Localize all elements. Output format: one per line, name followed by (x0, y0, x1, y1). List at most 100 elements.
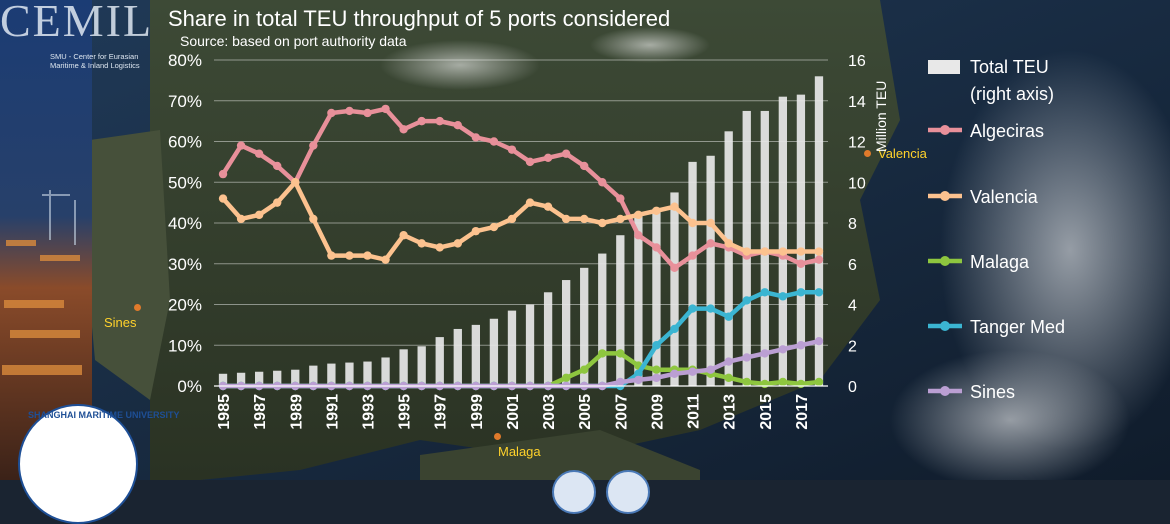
point-malaga (652, 365, 661, 374)
bar-total-teu (706, 155, 715, 386)
bar-total-teu (525, 304, 535, 386)
point-valencia (435, 243, 444, 252)
y-left-tick-label: 0% (177, 377, 202, 396)
y-left-tick-label: 20% (168, 296, 202, 315)
point-valencia (670, 202, 679, 211)
map-label-valencia: Valencia (878, 146, 927, 161)
bar-total-teu (688, 161, 697, 386)
point-valencia (724, 239, 733, 248)
legend-marker-sines (940, 386, 950, 396)
x-tick-label: 2007 (613, 394, 630, 430)
cemil-logo: CEMIL SMU - Center for Eurasian Maritime… (0, 0, 151, 78)
bar-total-teu (417, 346, 426, 386)
logo-tagline-1: SMU - Center for Eurasian (50, 52, 139, 61)
point-algeciras (543, 153, 553, 162)
point-sines (814, 336, 824, 346)
point-algeciras (417, 116, 426, 126)
y-left-tick-label: 60% (168, 133, 202, 152)
x-tick-label: 1991 (324, 394, 341, 430)
point-sines (652, 373, 661, 383)
x-tick-label: 2001 (505, 394, 522, 430)
chart-svg: 0% 10% 20% 30% 40% 50% 60% 70% 80% 0 2 4 6 8 10 12 14 16 M… (168, 51, 1065, 430)
point-algeciras (525, 157, 535, 167)
point-malaga (561, 373, 571, 383)
point-algeciras (616, 194, 625, 203)
bar-total-teu (796, 94, 806, 386)
bar-total-teu (543, 292, 553, 386)
y-left-tick-label: 30% (168, 255, 202, 274)
point-valencia (236, 214, 246, 224)
bar-total-teu (399, 349, 408, 386)
x-tick-label: 2009 (649, 394, 666, 430)
point-malaga (760, 379, 769, 389)
bar-total-teu (381, 357, 390, 386)
x-tick-label: 1999 (469, 394, 486, 430)
point-algeciras (814, 255, 824, 264)
point-malaga (796, 379, 806, 389)
point-algeciras (345, 106, 354, 116)
malaga-map-dot (494, 433, 501, 440)
point-malaga (598, 349, 607, 358)
y-right-tick-label: 14 (848, 94, 866, 111)
point-tanger-med (814, 288, 824, 297)
point-sines (688, 367, 697, 376)
y-right-tick-label: 6 (848, 257, 857, 274)
point-valencia (688, 218, 697, 228)
x-tick-label: 1993 (361, 394, 378, 430)
legend-label-malaga: Malaga (970, 252, 1030, 272)
bar-total-teu (236, 372, 246, 386)
point-valencia (291, 178, 300, 187)
bar-total-teu (363, 361, 372, 386)
legend-marker-algeciras (940, 125, 950, 135)
y-left-tick-label: 10% (168, 336, 202, 355)
point-algeciras (363, 108, 372, 118)
point-tanger-med (706, 304, 715, 313)
point-tanger-med (796, 288, 806, 297)
point-sines (706, 365, 715, 374)
map-label-malaga: Malaga (498, 444, 541, 459)
university-name: SHANGHAI MARITIME UNIVERSITY (28, 410, 180, 420)
point-algeciras (489, 137, 499, 146)
point-valencia (760, 247, 769, 256)
point-malaga (742, 377, 751, 387)
bar-total-teu (453, 328, 462, 386)
legend-label-algeciras: Algeciras (970, 121, 1044, 141)
map-label-sines: Sines (104, 315, 137, 330)
bar-total-teu (507, 310, 517, 386)
point-algeciras (381, 104, 390, 114)
point-algeciras (236, 141, 246, 150)
point-tanger-med (742, 296, 751, 305)
point-tanger-med (760, 288, 769, 297)
x-tick-label: 1989 (288, 394, 305, 430)
sines-map-dot (134, 304, 141, 311)
x-tick-label: 2013 (722, 394, 739, 430)
y-left-tick-label: 70% (168, 92, 202, 111)
point-valencia (471, 226, 481, 236)
point-sines (742, 353, 751, 362)
x-tick-label: 2017 (794, 394, 811, 430)
x-tick-label: 2011 (686, 394, 703, 429)
point-algeciras (218, 169, 228, 179)
point-algeciras (634, 231, 643, 240)
bar-total-teu (598, 253, 607, 386)
bar-total-teu (291, 369, 300, 386)
bar-total-teu (561, 280, 571, 386)
point-algeciras (561, 149, 571, 158)
point-valencia (507, 214, 517, 224)
legend-label-total-teu-sub: (right axis) (970, 84, 1054, 104)
point-sines (760, 349, 769, 358)
logo-tagline-2: Maritime & Inland Logistics (50, 61, 140, 70)
point-algeciras (598, 178, 607, 187)
legend-label-valencia: Valencia (970, 187, 1039, 207)
x-tick-label: 2005 (577, 394, 594, 430)
series-line-algeciras (221, 106, 820, 271)
point-valencia (778, 247, 788, 256)
bar-total-teu (652, 208, 661, 386)
point-valencia (580, 214, 589, 224)
point-algeciras (435, 116, 444, 126)
point-valencia (363, 251, 372, 260)
legend-marker-tanger-med (940, 321, 950, 331)
point-algeciras (273, 161, 282, 171)
legend-label-sines: Sines (970, 382, 1015, 402)
point-valencia (453, 239, 462, 248)
